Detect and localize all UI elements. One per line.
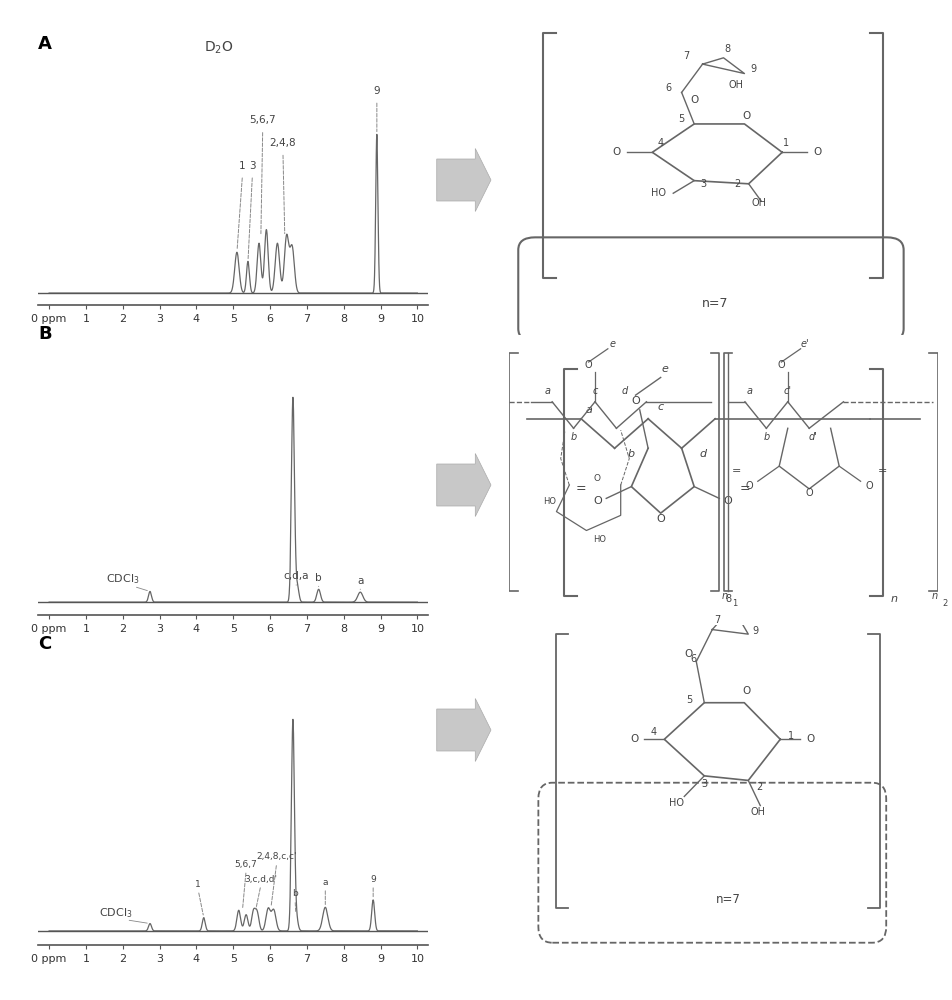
Text: O: O xyxy=(594,474,601,483)
Text: =: = xyxy=(732,466,741,476)
Text: 5,6,7: 5,6,7 xyxy=(235,860,257,869)
Text: b: b xyxy=(764,432,769,442)
Text: 4: 4 xyxy=(658,138,664,148)
Text: a: a xyxy=(545,386,551,396)
Text: c: c xyxy=(658,402,664,412)
Text: O: O xyxy=(585,360,592,370)
Text: =: = xyxy=(878,466,886,476)
Text: 9: 9 xyxy=(752,626,759,636)
Text: 1: 1 xyxy=(732,599,738,608)
Text: n: n xyxy=(722,591,727,601)
Text: 3: 3 xyxy=(701,179,706,189)
Text: O: O xyxy=(690,95,699,105)
Text: 8: 8 xyxy=(724,43,731,53)
Text: OH: OH xyxy=(752,198,766,208)
Text: 1: 1 xyxy=(783,138,789,148)
Text: O: O xyxy=(805,488,813,498)
Text: 9: 9 xyxy=(751,64,757,74)
Text: d: d xyxy=(699,449,706,459)
Text: 5: 5 xyxy=(686,695,692,705)
Text: O: O xyxy=(613,147,621,157)
Text: 5: 5 xyxy=(679,114,684,124)
Text: 5,6,7: 5,6,7 xyxy=(249,115,276,125)
Text: O: O xyxy=(814,147,822,157)
Text: O: O xyxy=(806,734,815,744)
Text: HO: HO xyxy=(651,188,666,198)
Text: b: b xyxy=(627,449,635,459)
Text: 2,4,8,c,c': 2,4,8,c,c' xyxy=(256,852,297,861)
Text: HO: HO xyxy=(544,497,557,506)
Text: 8: 8 xyxy=(725,594,731,604)
Text: c,d,a: c,d,a xyxy=(284,571,309,581)
Text: CDCl$_3$: CDCl$_3$ xyxy=(106,573,140,586)
Text: e': e' xyxy=(801,339,809,349)
Text: 1: 1 xyxy=(788,731,794,741)
Text: 2: 2 xyxy=(734,179,741,189)
Text: O: O xyxy=(724,496,732,506)
Text: b: b xyxy=(315,573,322,583)
Text: 3,c,d,d': 3,c,d,d' xyxy=(245,875,277,884)
Text: =: = xyxy=(739,483,750,495)
Text: D$_2$O: D$_2$O xyxy=(204,40,234,56)
Text: O: O xyxy=(745,481,753,491)
Text: O: O xyxy=(684,649,692,659)
Text: 3: 3 xyxy=(702,779,707,789)
FancyArrow shape xyxy=(437,698,491,762)
Text: B: B xyxy=(38,325,51,343)
Text: O: O xyxy=(778,360,785,370)
Text: c: c xyxy=(592,386,598,396)
Text: b: b xyxy=(292,889,298,898)
Text: c': c' xyxy=(783,386,792,396)
Text: A: A xyxy=(38,35,52,53)
Text: d': d' xyxy=(809,432,818,442)
Text: e: e xyxy=(609,339,615,349)
FancyArrow shape xyxy=(437,148,491,212)
Text: =: = xyxy=(576,483,586,495)
Text: OH: OH xyxy=(728,80,744,90)
Text: e: e xyxy=(662,364,668,374)
Text: 4: 4 xyxy=(650,727,656,737)
Text: n: n xyxy=(891,594,898,604)
Text: O: O xyxy=(630,734,638,744)
Text: n=7: n=7 xyxy=(716,893,741,906)
Text: 7: 7 xyxy=(714,615,721,625)
Text: b: b xyxy=(570,432,577,442)
Text: HO: HO xyxy=(669,798,684,808)
Text: O: O xyxy=(656,514,665,524)
Text: 6: 6 xyxy=(665,83,671,93)
Text: 6: 6 xyxy=(690,654,696,664)
Text: 2: 2 xyxy=(942,599,947,608)
Text: 2,4,8: 2,4,8 xyxy=(269,138,296,148)
Text: a: a xyxy=(586,405,593,415)
Text: 9: 9 xyxy=(373,86,380,96)
Text: O: O xyxy=(593,496,603,506)
Text: d: d xyxy=(622,386,628,396)
Text: n: n xyxy=(931,591,938,601)
Text: O: O xyxy=(743,111,751,121)
FancyArrow shape xyxy=(437,454,491,516)
Text: CDCl$_3$: CDCl$_3$ xyxy=(99,906,132,920)
Text: 2: 2 xyxy=(756,782,763,792)
Text: a: a xyxy=(357,576,364,586)
Text: 3: 3 xyxy=(249,161,256,171)
Text: 1: 1 xyxy=(195,880,201,889)
Text: O: O xyxy=(631,396,640,406)
Text: n=7: n=7 xyxy=(702,297,728,310)
Text: a: a xyxy=(323,878,328,887)
Text: OH: OH xyxy=(751,807,765,817)
Text: HO: HO xyxy=(593,535,605,544)
Text: O: O xyxy=(865,481,873,491)
Text: 7: 7 xyxy=(683,51,689,61)
Text: O: O xyxy=(743,686,750,696)
Text: a: a xyxy=(746,386,752,396)
Text: 9: 9 xyxy=(370,875,376,884)
Text: 1: 1 xyxy=(239,161,246,171)
Text: C: C xyxy=(38,635,51,653)
